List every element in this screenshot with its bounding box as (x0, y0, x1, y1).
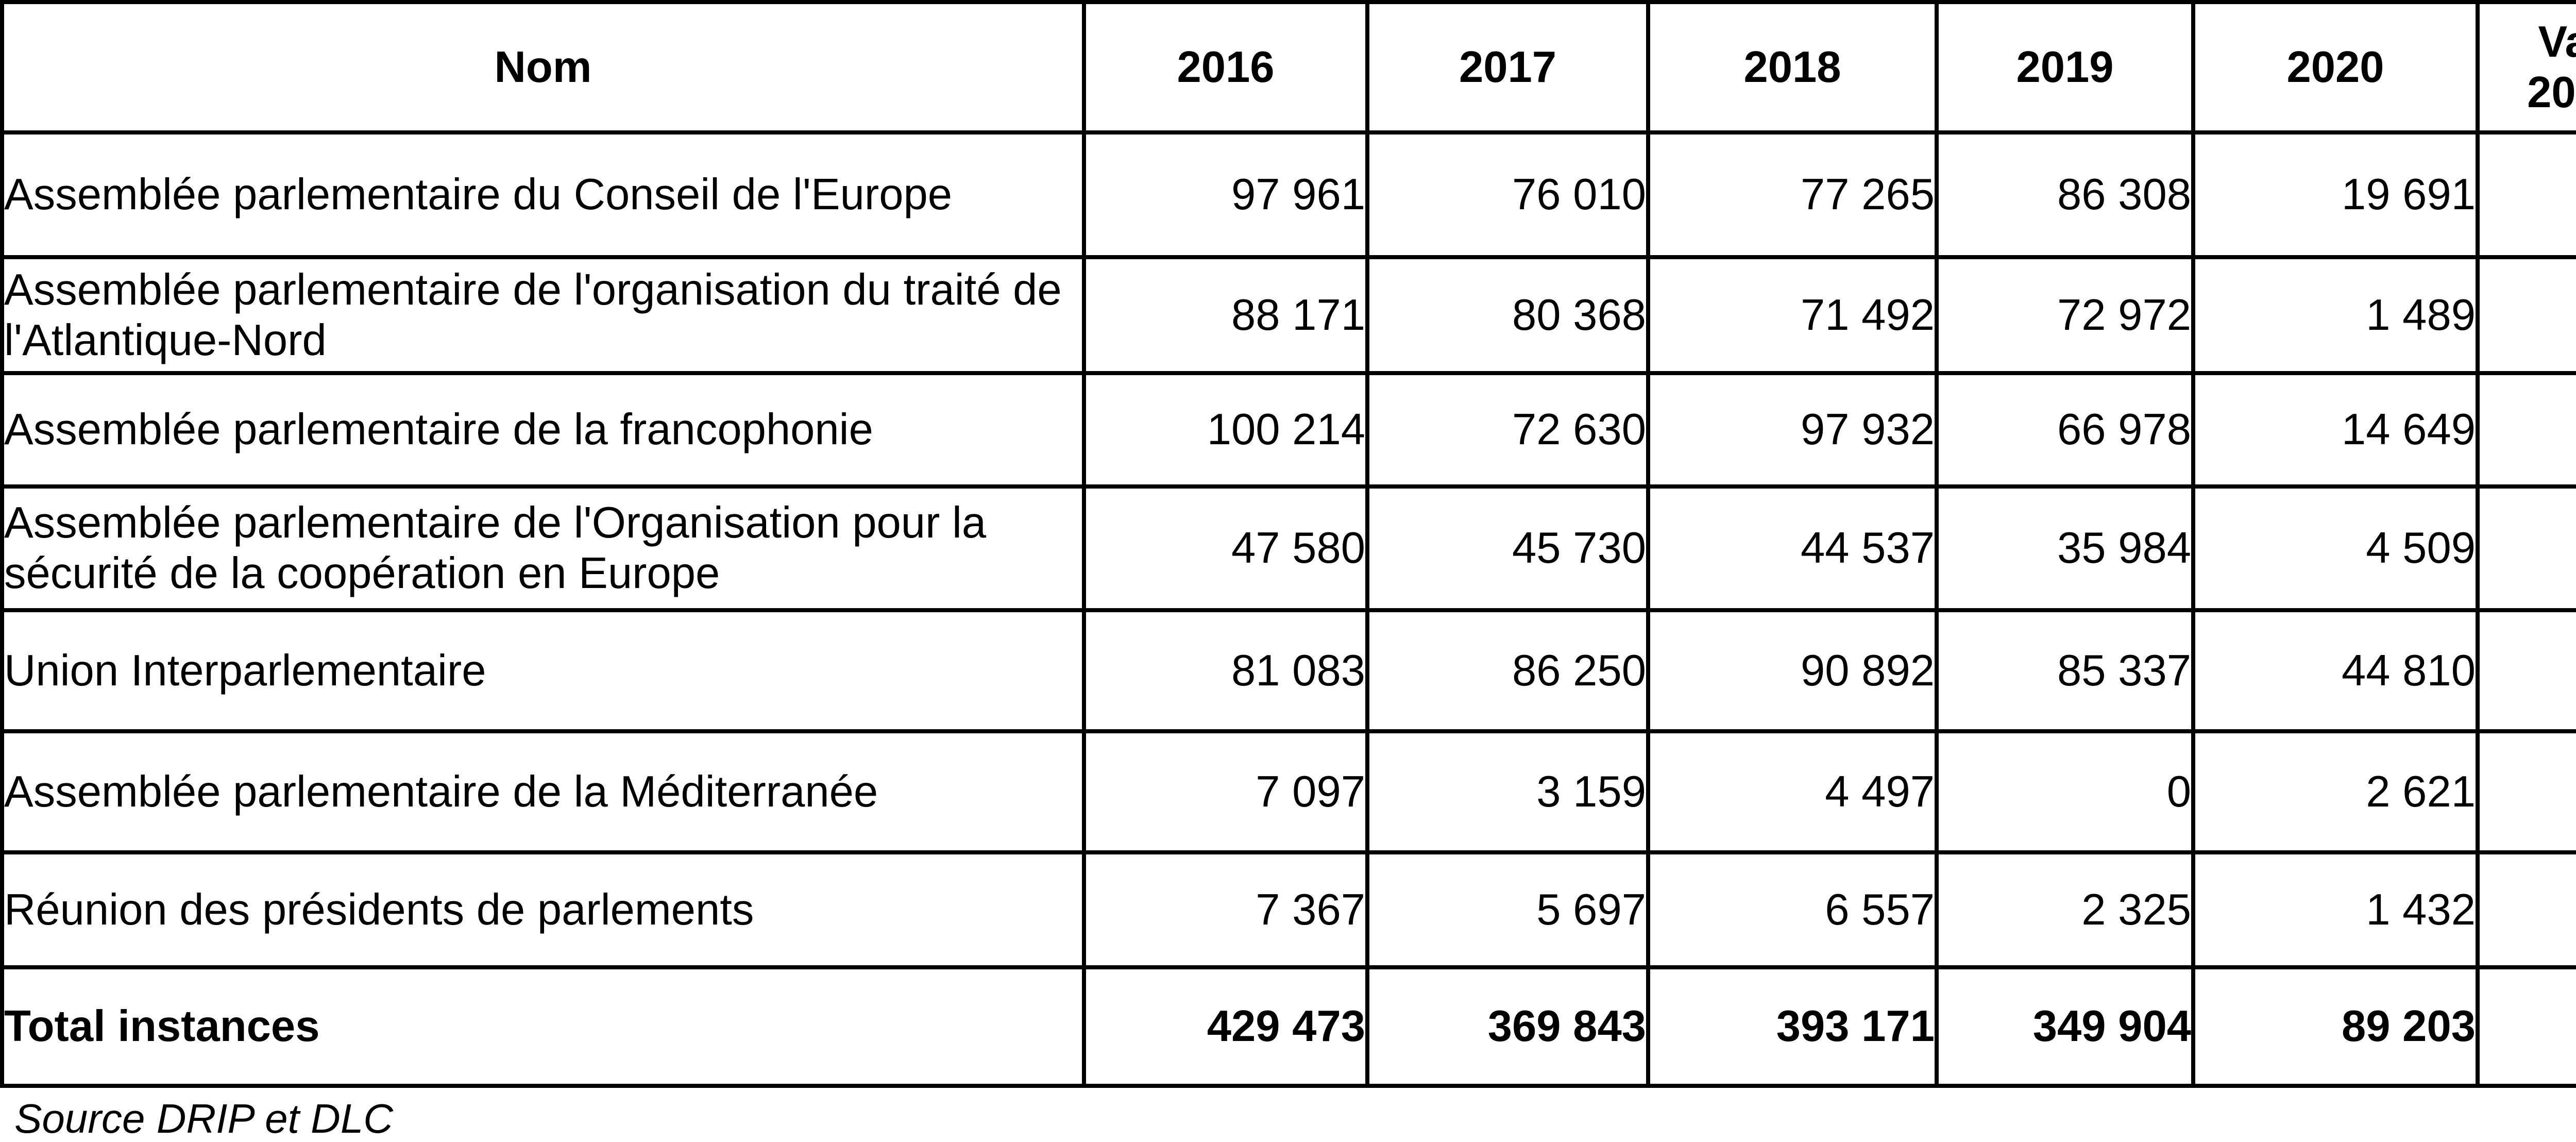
total-label-cell: Total instances (0, 965, 1086, 1088)
value-cell-2020: 1 489 (2191, 255, 2480, 375)
name-cell: Réunion des présidents de parlements (0, 850, 1086, 969)
value-cell-2019: 2 325 (1935, 850, 2195, 969)
value-cell-2017: 3 159 (1365, 729, 1650, 854)
instances-table: Nom 2016 2017 2018 2019 2020 Variation 2… (0, 0, 2576, 1088)
source-note: Source DRIP et DLC (14, 1096, 394, 1141)
value-cell-2019: 85 337 (1935, 608, 2195, 733)
value-cell-2018: 71 492 (1646, 255, 1939, 375)
variation-cell: -87,47% (2476, 484, 2576, 612)
value-cell-2016: 7 097 (1082, 729, 1369, 854)
value-cell-2017: 72 630 (1365, 371, 1650, 489)
name-cell: Assemblée parlementaire de l'Organisatio… (0, 484, 1086, 612)
table-row: Assemblée parlementaire du Conseil de l'… (0, 130, 2576, 259)
variation-cell: -38,41% (2476, 850, 2576, 969)
column-header-nom: Nom (0, 0, 1086, 135)
total-value-cell-2017: 369 843 (1365, 965, 1650, 1088)
value-cell-2020: 19 691 (2191, 130, 2480, 259)
value-cell-2017: 80 368 (1365, 255, 1650, 375)
value-cell-2020: 14 649 (2191, 371, 2480, 489)
value-cell-2016: 100 214 (1082, 371, 1369, 489)
value-cell-2016: 88 171 (1082, 255, 1369, 375)
value-cell-2019: 72 972 (1935, 255, 2195, 375)
value-cell-2019: 86 308 (1935, 130, 2195, 259)
total-row: Total instances 429 473 369 843 393 171 … (0, 965, 2576, 1088)
value-cell-2020: 4 509 (2191, 484, 2480, 612)
value-cell-2017: 76 010 (1365, 130, 1650, 259)
value-cell-2018: 6 557 (1646, 850, 1939, 969)
value-cell-2019: 35 984 (1935, 484, 2195, 612)
column-header-2020: 2020 (2191, 0, 2480, 135)
variation-cell: - (2476, 729, 2576, 854)
column-header-variation: Variation 2020/2019 (2476, 0, 2576, 135)
column-header-2018: 2018 (1646, 0, 1939, 135)
variation-cell: -47,49% (2476, 608, 2576, 733)
value-cell-2020: 1 432 (2191, 850, 2480, 969)
value-cell-2017: 5 697 (1365, 850, 1650, 969)
value-cell-2017: 86 250 (1365, 608, 1650, 733)
header-row: Nom 2016 2017 2018 2019 2020 Variation 2… (0, 0, 2576, 135)
value-cell-2020: 2 621 (2191, 729, 2480, 854)
value-cell-2018: 4 497 (1646, 729, 1939, 854)
total-variation-cell: -74,51% (2476, 965, 2576, 1088)
value-cell-2020: 44 810 (2191, 608, 2480, 733)
value-cell-2018: 44 537 (1646, 484, 1939, 612)
table-row: Union Interparlementaire 81 083 86 250 9… (0, 608, 2576, 733)
value-cell-2019: 0 (1935, 729, 2195, 854)
name-cell: Assemblée parlementaire de la francophon… (0, 371, 1086, 489)
name-cell: Union Interparlementaire (0, 608, 1086, 733)
variation-cell: -77,18% (2476, 130, 2576, 259)
table-row: Assemblée parlementaire de la francophon… (0, 371, 2576, 489)
table-row: Assemblée parlementaire de l'Organisatio… (0, 484, 2576, 612)
value-cell-2018: 90 892 (1646, 608, 1939, 733)
name-cell: Assemblée parlementaire de l'organisatio… (0, 255, 1086, 375)
name-cell: Assemblée parlementaire de la Méditerran… (0, 729, 1086, 854)
column-header-2016: 2016 (1082, 0, 1369, 135)
value-cell-2018: 77 265 (1646, 130, 1939, 259)
total-value-cell-2019: 349 904 (1935, 965, 2195, 1088)
value-cell-2016: 81 083 (1082, 608, 1369, 733)
value-cell-2019: 66 978 (1935, 371, 2195, 489)
value-cell-2017: 45 730 (1365, 484, 1650, 612)
name-cell: Assemblée parlementaire du Conseil de l'… (0, 130, 1086, 259)
total-value-cell-2018: 393 171 (1646, 965, 1939, 1088)
value-cell-2018: 97 932 (1646, 371, 1939, 489)
table-row: Assemblée parlementaire de l'organisatio… (0, 255, 2576, 375)
total-value-cell-2020: 89 203 (2191, 965, 2480, 1088)
value-cell-2016: 7 367 (1082, 850, 1369, 969)
table-row: Assemblée parlementaire de la Méditerran… (0, 729, 2576, 854)
value-cell-2016: 47 580 (1082, 484, 1369, 612)
column-header-2017: 2017 (1365, 0, 1650, 135)
variation-cell: -78,13% (2476, 371, 2576, 489)
value-cell-2016: 97 961 (1082, 130, 1369, 259)
variation-cell: -97,96% (2476, 255, 2576, 375)
table-row: Réunion des présidents de parlements 7 3… (0, 850, 2576, 969)
column-header-2019: 2019 (1935, 0, 2195, 135)
total-value-cell-2016: 429 473 (1082, 965, 1369, 1088)
